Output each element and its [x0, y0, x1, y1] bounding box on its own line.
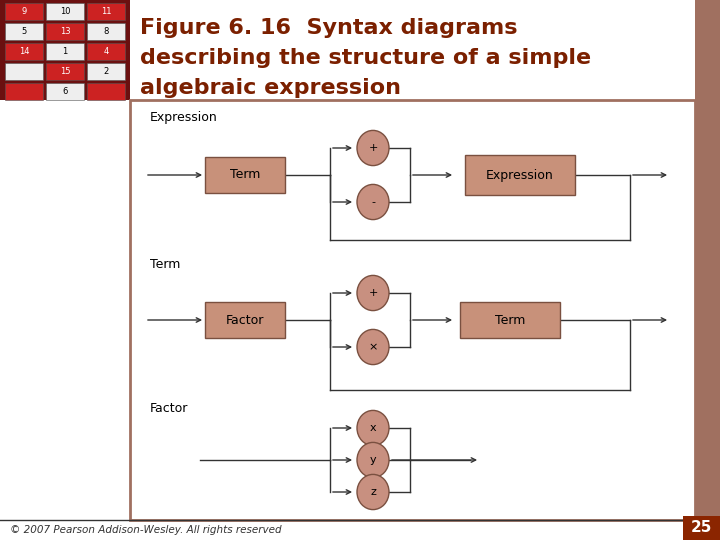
Text: z: z	[370, 487, 376, 497]
FancyBboxPatch shape	[87, 3, 125, 20]
FancyBboxPatch shape	[460, 302, 560, 338]
Ellipse shape	[357, 184, 389, 220]
FancyBboxPatch shape	[0, 0, 130, 100]
Text: 10: 10	[60, 7, 71, 16]
Text: 15: 15	[60, 67, 71, 76]
FancyBboxPatch shape	[205, 157, 285, 193]
FancyBboxPatch shape	[87, 43, 125, 60]
Text: +: +	[369, 288, 378, 298]
FancyBboxPatch shape	[5, 63, 43, 80]
Text: 1: 1	[63, 47, 68, 56]
Ellipse shape	[357, 410, 389, 445]
Text: Term: Term	[230, 168, 260, 181]
Text: 13: 13	[60, 27, 71, 36]
Text: 5: 5	[22, 27, 27, 36]
FancyBboxPatch shape	[46, 3, 84, 20]
Ellipse shape	[357, 130, 389, 166]
Text: x: x	[369, 423, 377, 433]
Text: Figure 6. 16  Syntax diagrams: Figure 6. 16 Syntax diagrams	[140, 18, 518, 38]
FancyBboxPatch shape	[465, 155, 575, 195]
Text: Factor: Factor	[226, 314, 264, 327]
FancyBboxPatch shape	[46, 23, 84, 40]
Text: Factor: Factor	[150, 402, 189, 415]
Text: y: y	[369, 455, 377, 465]
Text: 11: 11	[101, 7, 112, 16]
Ellipse shape	[357, 442, 389, 477]
Text: 9: 9	[22, 7, 27, 16]
Text: -: -	[371, 197, 375, 207]
FancyBboxPatch shape	[5, 3, 43, 20]
Text: 2: 2	[104, 67, 109, 76]
Text: Term: Term	[495, 314, 525, 327]
FancyBboxPatch shape	[87, 83, 125, 100]
Text: Term: Term	[150, 259, 181, 272]
Ellipse shape	[357, 329, 389, 364]
Ellipse shape	[357, 275, 389, 310]
Text: 4: 4	[104, 47, 109, 56]
FancyBboxPatch shape	[46, 63, 84, 80]
FancyBboxPatch shape	[46, 43, 84, 60]
Ellipse shape	[357, 475, 389, 510]
Text: describing the structure of a simple: describing the structure of a simple	[140, 48, 591, 68]
FancyBboxPatch shape	[87, 63, 125, 80]
Text: © 2007 Pearson Addison-Wesley. All rights reserved: © 2007 Pearson Addison-Wesley. All right…	[10, 525, 282, 535]
Text: Expression: Expression	[486, 168, 554, 181]
FancyBboxPatch shape	[87, 23, 125, 40]
FancyBboxPatch shape	[130, 100, 695, 520]
FancyBboxPatch shape	[205, 302, 285, 338]
Text: 8: 8	[103, 27, 109, 36]
Text: Expression: Expression	[150, 111, 217, 125]
FancyBboxPatch shape	[46, 83, 84, 100]
Text: 25: 25	[690, 521, 711, 536]
FancyBboxPatch shape	[683, 516, 720, 540]
FancyBboxPatch shape	[5, 83, 43, 100]
FancyBboxPatch shape	[695, 0, 720, 540]
Text: 14: 14	[19, 47, 30, 56]
Text: 6: 6	[63, 87, 68, 96]
Text: ×: ×	[369, 342, 378, 352]
Text: +: +	[369, 143, 378, 153]
Text: algebraic expression: algebraic expression	[140, 78, 401, 98]
FancyBboxPatch shape	[5, 43, 43, 60]
FancyBboxPatch shape	[5, 23, 43, 40]
